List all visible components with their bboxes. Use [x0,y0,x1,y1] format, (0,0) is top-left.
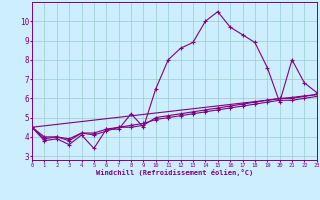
X-axis label: Windchill (Refroidissement éolien,°C): Windchill (Refroidissement éolien,°C) [96,169,253,176]
